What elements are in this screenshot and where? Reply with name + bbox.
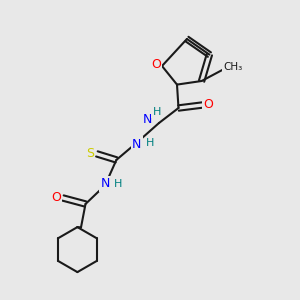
Text: N: N <box>132 137 142 151</box>
Text: O: O <box>151 58 161 71</box>
Text: O: O <box>51 191 61 204</box>
Text: H: H <box>152 107 161 117</box>
Text: O: O <box>204 98 213 112</box>
Text: S: S <box>86 147 94 160</box>
Text: H: H <box>146 138 154 148</box>
Text: CH₃: CH₃ <box>223 62 242 73</box>
Text: N: N <box>100 177 110 190</box>
Text: N: N <box>142 113 152 126</box>
Text: H: H <box>113 179 122 189</box>
